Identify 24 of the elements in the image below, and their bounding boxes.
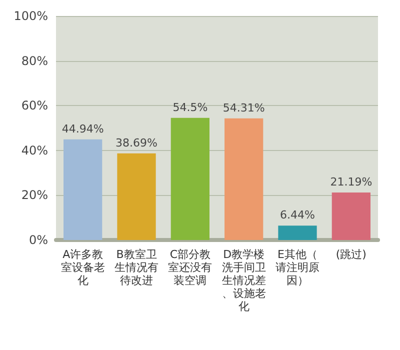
x-tick-label: C部分教室还没有装空调 — [168, 248, 212, 287]
bar — [64, 139, 102, 240]
x-tick-label: A许多教室设备老化 — [60, 248, 105, 287]
data-label: 38.69% — [116, 136, 158, 150]
y-tick-label: 80% — [21, 54, 48, 68]
y-tick-label: 0% — [28, 233, 48, 247]
x-tick-label: D教学楼洗手间卫生情况差、设施老化 — [222, 248, 266, 313]
x-tick-label: (跳过) — [336, 248, 366, 261]
bar — [332, 192, 370, 240]
y-tick-label: 20% — [21, 188, 48, 202]
x-tick-label: E其他（请注明原因） — [276, 248, 320, 287]
bar — [278, 226, 317, 240]
x-tick-label: B教室卫生情况有待改进 — [114, 248, 158, 287]
data-label: 54.5% — [172, 100, 208, 114]
y-tick-label: 40% — [21, 143, 48, 158]
data-label: 6.44% — [280, 208, 315, 222]
y-tick-label: 100% — [14, 9, 48, 23]
data-label: 44.94% — [62, 122, 104, 136]
data-label: 21.19% — [330, 176, 372, 189]
bar — [117, 153, 156, 240]
bar — [224, 118, 264, 240]
y-tick-label: 60% — [21, 98, 48, 113]
bar — [170, 118, 210, 240]
data-label: 54.31% — [222, 101, 265, 114]
